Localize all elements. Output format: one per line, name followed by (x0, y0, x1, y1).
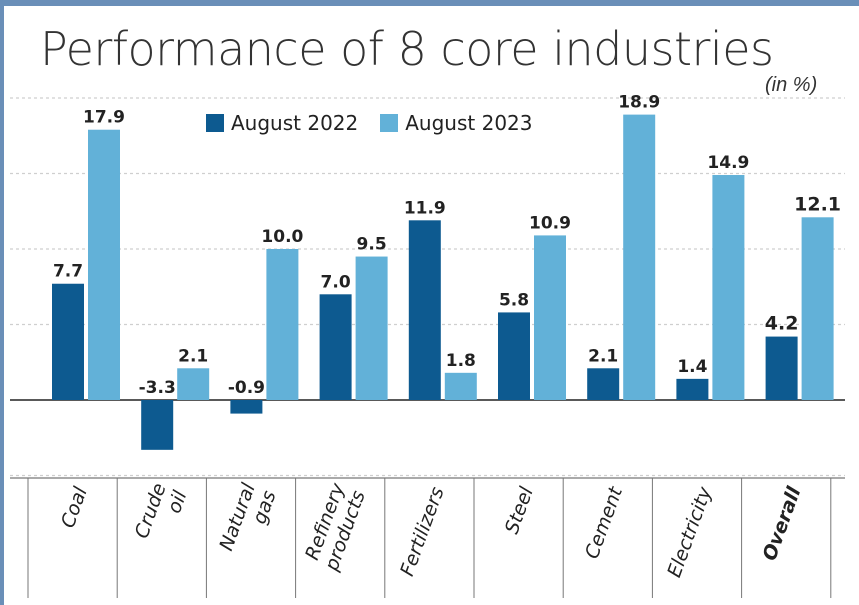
bar-august-2022 (676, 378, 709, 400)
bar-august-2023 (444, 372, 477, 400)
bar-august-2023 (623, 114, 656, 401)
bar-august-2023 (266, 249, 299, 400)
data-label: 10.0 (261, 227, 303, 247)
data-label: 9.5 (357, 235, 387, 255)
category-label: Electricity (663, 483, 716, 580)
category-label: Fertilizers (396, 484, 449, 579)
data-label: 7.0 (321, 272, 351, 292)
category-label: Crude (131, 480, 171, 541)
bar-august-2022 (408, 220, 441, 400)
category-label: Overall (759, 484, 806, 564)
bar-august-2023 (534, 235, 566, 400)
bar-august-2022 (52, 283, 84, 400)
category-label: Steel (501, 483, 538, 536)
bar-august-2022 (230, 400, 263, 414)
bar-august-2023 (801, 217, 834, 400)
data-label: 7.7 (53, 262, 83, 282)
bar-august-2022 (765, 336, 798, 400)
legend-swatch-august-2022 (206, 114, 224, 132)
bar-august-2023 (88, 129, 120, 400)
legend: August 2022 August 2023 (206, 108, 555, 138)
bar-august-2022 (587, 368, 620, 400)
bar-august-2023 (177, 368, 210, 400)
data-label: 11.9 (404, 198, 446, 218)
bar-august-2023 (355, 256, 388, 400)
bar-august-2022 (141, 400, 174, 450)
legend-entry-august-2023: August 2023 (380, 111, 533, 135)
data-label: 5.8 (499, 290, 529, 310)
data-label: 14.9 (707, 153, 749, 173)
data-label: -0.9 (228, 378, 265, 398)
bar-august-2023 (712, 175, 745, 400)
data-label: 4.2 (765, 313, 799, 335)
data-label: 1.8 (446, 351, 476, 371)
category-label: Cement (581, 483, 628, 562)
data-label: 10.9 (529, 213, 571, 233)
data-label: -3.3 (139, 378, 176, 398)
data-label: 12.1 (794, 193, 841, 215)
data-label: 18.9 (618, 93, 660, 113)
legend-label-august-2022: August 2022 (231, 111, 359, 135)
data-label: 2.1 (588, 346, 618, 366)
data-label: 2.1 (178, 346, 208, 366)
data-label: 17.9 (83, 108, 125, 128)
legend-swatch-august-2023 (380, 114, 399, 132)
legend-label-august-2023: August 2023 (405, 111, 533, 135)
unit-label: (in %) (765, 74, 818, 96)
legend-entry-august-2022: August 2022 (206, 111, 358, 135)
data-label: 1.4 (677, 357, 707, 377)
chart-title: Performance of 8 core industries (40, 22, 774, 76)
bar-august-2022 (498, 312, 530, 400)
category-label: Coal (57, 483, 92, 530)
bar-august-2022 (319, 294, 352, 400)
